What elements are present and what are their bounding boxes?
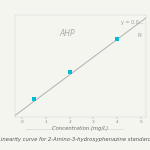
Text: R²: R² [138, 33, 143, 38]
Text: y = 0.0...: y = 0.0... [121, 20, 143, 25]
Text: Linearity curve for 2-Amino-3-hydroxyphenazine standard: Linearity curve for 2-Amino-3-hydroxyphe… [0, 137, 150, 142]
Text: ────────────────────────────────────────────────────────────: ────────────────────────────────────────… [26, 129, 124, 132]
Point [33, 98, 35, 101]
Point [116, 38, 118, 41]
Point [68, 71, 71, 73]
Text: AHP: AHP [59, 29, 75, 38]
X-axis label: Concentration (mg/L): Concentration (mg/L) [52, 126, 108, 131]
